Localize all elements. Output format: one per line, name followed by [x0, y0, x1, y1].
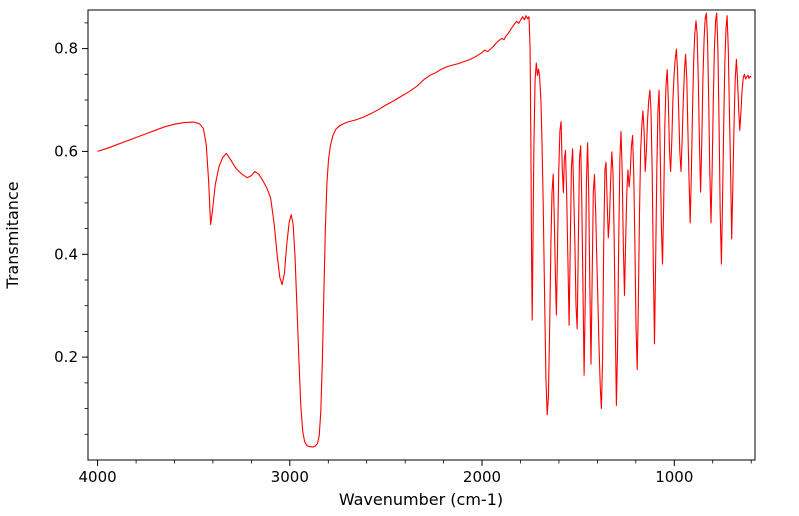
plot-frame — [87, 9, 756, 461]
y-tick-label: 0.8 — [54, 40, 78, 58]
x-tick-label: 4000 — [79, 468, 117, 486]
spectrum-line — [97, 12, 752, 448]
x-axis-label: Wavenumber (cm-1) — [339, 490, 503, 509]
y-tick-label: 0.6 — [54, 142, 78, 160]
x-tick-label: 3000 — [271, 468, 309, 486]
y-axis-label: Transmitance — [3, 181, 22, 289]
x-tick-label: 1000 — [655, 468, 693, 486]
x-tick-label: 2000 — [463, 468, 501, 486]
y-tick-label: 0.2 — [54, 348, 78, 366]
y-tick-label: 0.4 — [54, 245, 78, 263]
plot-area: 4000 3000 2000 1000 0.2 0.4 0.6 0.8 — [54, 9, 756, 486]
